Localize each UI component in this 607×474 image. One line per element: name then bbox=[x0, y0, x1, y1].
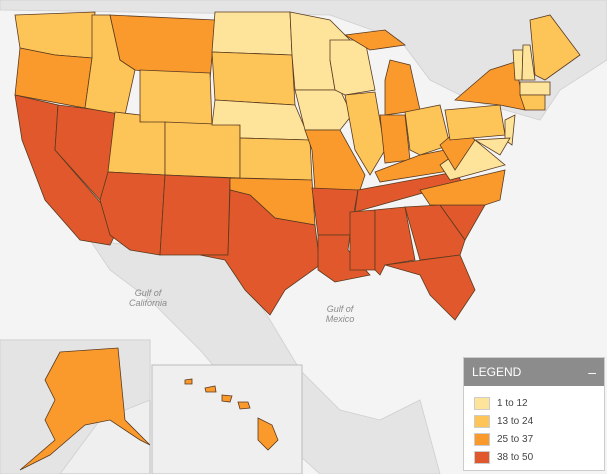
hawaii-inset bbox=[151, 364, 303, 474]
legend-swatch bbox=[474, 396, 490, 410]
state-sd[interactable] bbox=[211, 51, 296, 106]
state-mi[interactable] bbox=[384, 59, 421, 116]
state-nc[interactable] bbox=[419, 169, 506, 206]
state-wy[interactable] bbox=[139, 69, 213, 126]
state-vt[interactable] bbox=[512, 49, 524, 81]
legend-swatch bbox=[474, 414, 490, 428]
state-ia[interactable] bbox=[294, 89, 353, 131]
state-pa[interactable] bbox=[444, 104, 506, 141]
state-hi-island[interactable] bbox=[184, 378, 193, 385]
legend-title: LEGEND bbox=[472, 365, 522, 379]
state-co[interactable] bbox=[164, 121, 241, 179]
state-mi-upper[interactable] bbox=[343, 29, 407, 51]
state-ks[interactable] bbox=[239, 137, 313, 181]
state-nj[interactable] bbox=[504, 114, 516, 146]
state-hi-island[interactable] bbox=[257, 417, 279, 451]
legend-label: 38 to 50 bbox=[497, 451, 534, 463]
state-md[interactable] bbox=[473, 137, 511, 156]
state-fl[interactable] bbox=[384, 254, 476, 321]
mexico-land[interactable] bbox=[89, 239, 441, 474]
legend-label: 13 to 24 bbox=[497, 415, 534, 427]
state-hi-island[interactable] bbox=[221, 394, 233, 403]
state-oh[interactable] bbox=[404, 104, 451, 156]
state-hi-island[interactable] bbox=[204, 385, 217, 393]
legend-label: 1 to 12 bbox=[497, 397, 528, 409]
state-nd[interactable] bbox=[211, 11, 293, 56]
legend-item: 13 to 24 bbox=[474, 412, 604, 430]
minus-icon[interactable]: – bbox=[588, 364, 596, 380]
state-nm[interactable] bbox=[159, 174, 231, 256]
state-hi-island[interactable] bbox=[237, 401, 251, 410]
legend-swatch bbox=[474, 432, 490, 446]
state-ak[interactable] bbox=[19, 347, 151, 471]
legend-swatch bbox=[474, 450, 490, 464]
gulf-of-california-label: Gulf of California bbox=[128, 288, 168, 308]
gulf-of-mexico-label: Gulf of Mexico bbox=[325, 304, 355, 324]
state-tx[interactable] bbox=[199, 189, 321, 316]
state-me[interactable] bbox=[529, 14, 581, 81]
state-ma[interactable] bbox=[519, 81, 551, 96]
state-nh[interactable] bbox=[521, 44, 536, 81]
state-ms[interactable] bbox=[349, 209, 376, 271]
legend-item: 25 to 37 bbox=[474, 430, 604, 448]
legend-item: 38 to 50 bbox=[474, 448, 604, 466]
state-ct[interactable] bbox=[519, 94, 546, 111]
legend-item: 1 to 12 bbox=[474, 394, 604, 412]
legend-label: 25 to 37 bbox=[497, 433, 534, 445]
legend-panel: LEGEND – 1 to 12 13 to 24 25 to 37 38 to 50 bbox=[463, 357, 605, 471]
state-il[interactable] bbox=[344, 91, 386, 176]
state-in[interactable] bbox=[379, 114, 411, 164]
